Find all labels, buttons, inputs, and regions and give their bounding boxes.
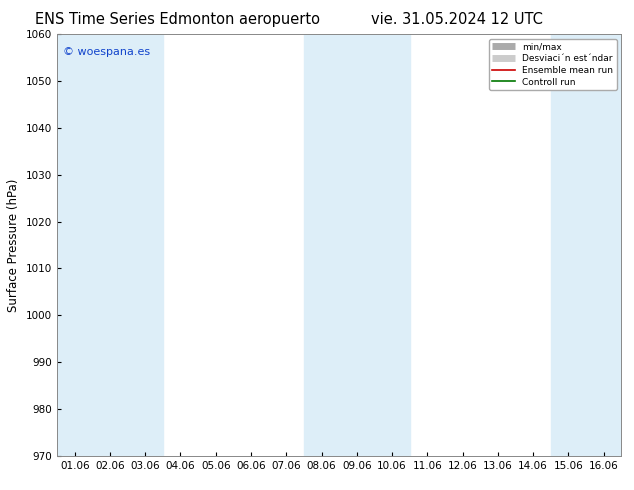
- Bar: [339, 34, 410, 456]
- Text: vie. 31.05.2024 12 UTC: vie. 31.05.2024 12 UTC: [370, 12, 543, 27]
- Bar: [93, 34, 163, 456]
- Text: © woespana.es: © woespana.es: [63, 47, 150, 57]
- Bar: [551, 34, 621, 456]
- Y-axis label: Surface Pressure (hPa): Surface Pressure (hPa): [8, 178, 20, 312]
- Legend: min/max, Desviaci´n est´ndar, Ensemble mean run, Controll run: min/max, Desviaci´n est´ndar, Ensemble m…: [489, 39, 617, 90]
- Bar: [304, 34, 375, 456]
- Bar: [57, 34, 127, 456]
- Text: ENS Time Series Edmonton aeropuerto: ENS Time Series Edmonton aeropuerto: [35, 12, 320, 27]
